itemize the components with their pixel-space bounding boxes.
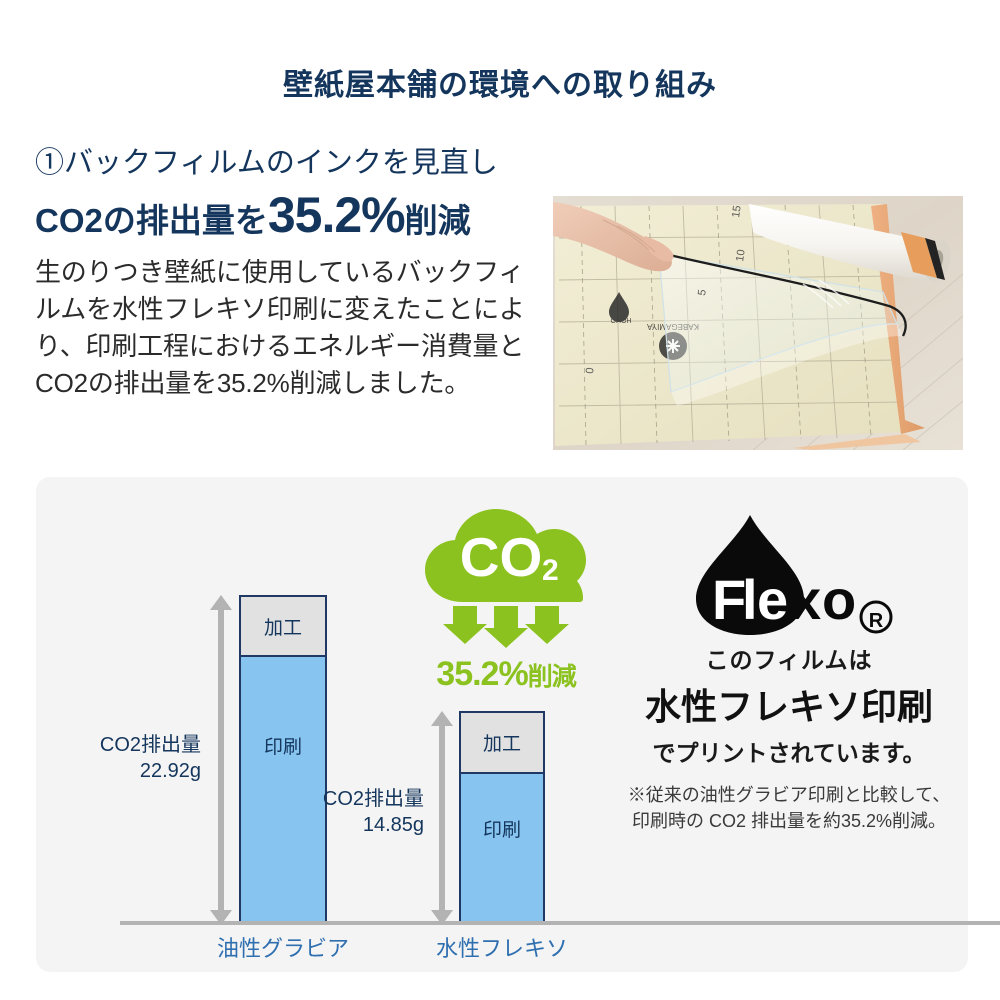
intro-subheading: ①バックフィルムのインクを見直し bbox=[35, 147, 498, 179]
intro-headline-suffix: 削減 bbox=[404, 201, 471, 239]
film-footnote-line1: ※従来の油性グラビア印刷と比較して、 bbox=[627, 785, 951, 805]
total-label-line2: 22.92g bbox=[139, 759, 201, 782]
category-label-oil-gravure: 油性グラビア bbox=[216, 936, 349, 961]
svg-text:x: x bbox=[790, 568, 821, 631]
arrow-shaft bbox=[218, 608, 224, 912]
co2-reduction-text: 35.2%削減 bbox=[411, 655, 601, 694]
total-label-oil-gravure: CO2排出量 22.92g bbox=[61, 733, 201, 784]
bar-water-flexo: 加工 印刷 bbox=[459, 711, 545, 925]
co2-reduction-badge: CO 2 35.2%削減 bbox=[411, 502, 601, 694]
wallpaper-roll-photo: HOHO KABEGAMIYA bbox=[553, 196, 963, 450]
intro-headline-value: 35.2% bbox=[267, 186, 406, 243]
co2-bar-chart: 加工 印刷 CO2排出量 22.92g 加工 印刷 bbox=[36, 477, 636, 972]
flexo-ink-drop-logo: F l e x o R bbox=[696, 515, 893, 635]
arrow-head-up-icon bbox=[210, 595, 232, 610]
svg-text:5: 5 bbox=[696, 289, 709, 297]
total-label-line2: 14.85g bbox=[362, 813, 424, 836]
intro-block: ①バックフィルムのインクを見直し CO2の排出量を 35.2% 削減 生のりつき… bbox=[35, 147, 540, 402]
co2-cloud-down-arrows-icon: CO 2 bbox=[425, 509, 586, 648]
svg-text:15: 15 bbox=[730, 205, 744, 219]
page-title: 壁紙屋本舗の環境への取り組み bbox=[283, 69, 717, 102]
svg-text:o: o bbox=[822, 568, 856, 631]
svg-text:2: 2 bbox=[542, 554, 559, 587]
bar-segment-print: 印刷 bbox=[461, 774, 543, 923]
arrow-head-up-icon bbox=[431, 711, 453, 726]
svg-text:e: e bbox=[757, 568, 788, 631]
film-caption-line1: このフィルムは bbox=[705, 647, 873, 673]
registered-mark-icon: R bbox=[859, 600, 893, 634]
category-label-water-flexo: 水性フレキソ bbox=[435, 936, 568, 961]
bar-oil-gravure: 加工 印刷 bbox=[239, 595, 327, 925]
intro-headline-prefix: CO2の排出量を bbox=[35, 201, 268, 239]
film-footnote-line2: 印刷時の CO2 排出量を約35.2%削減。 bbox=[631, 811, 947, 832]
dimension-arrow-water-flexo bbox=[430, 711, 454, 925]
total-label-line1: CO2排出量 bbox=[99, 734, 201, 756]
flexo-info-block: F l e x o R このフィルムは 水性フレキソ印刷 でプリントされています… bbox=[611, 507, 967, 834]
film-caption-line2: 水性フレキソ印刷 bbox=[644, 686, 933, 727]
film-footnote: ※従来の油性グラビア印刷と比較して、 印刷時の CO2 排出量を約35.2%削減… bbox=[611, 782, 967, 834]
bar-segment-print: 印刷 bbox=[241, 657, 325, 923]
bar-segment-process: 加工 bbox=[461, 713, 543, 774]
co2-reduction-value: 35.2% bbox=[436, 655, 528, 693]
svg-text:CO: CO bbox=[460, 526, 543, 588]
svg-text:l: l bbox=[742, 568, 758, 631]
intro-headline: CO2の排出量を 35.2% 削減 bbox=[35, 190, 540, 240]
chart-baseline-axis bbox=[120, 921, 1000, 925]
svg-text:10: 10 bbox=[734, 249, 748, 263]
comparison-panel: 加工 印刷 CO2排出量 22.92g 加工 印刷 bbox=[36, 477, 1000, 972]
svg-text:HOHO: HOHO bbox=[610, 316, 632, 323]
dimension-arrow-oil-gravure bbox=[209, 595, 233, 925]
total-label-line1: CO2排出量 bbox=[322, 788, 424, 810]
bar-segment-process: 加工 bbox=[241, 597, 325, 657]
svg-text:R: R bbox=[869, 610, 884, 632]
total-label-water-flexo: CO2排出量 14.85g bbox=[284, 787, 424, 838]
arrow-shaft bbox=[439, 724, 445, 912]
svg-text:F: F bbox=[712, 568, 746, 631]
intro-body-text: 生のりつき壁紙に使用しているバックフィルムを水性フレキソ印刷に変えたことにより、… bbox=[35, 256, 525, 398]
svg-text:0: 0 bbox=[584, 367, 597, 374]
film-caption-line3: でプリントされています。 bbox=[652, 740, 926, 766]
co2-reduction-suffix: 削減 bbox=[527, 663, 577, 691]
